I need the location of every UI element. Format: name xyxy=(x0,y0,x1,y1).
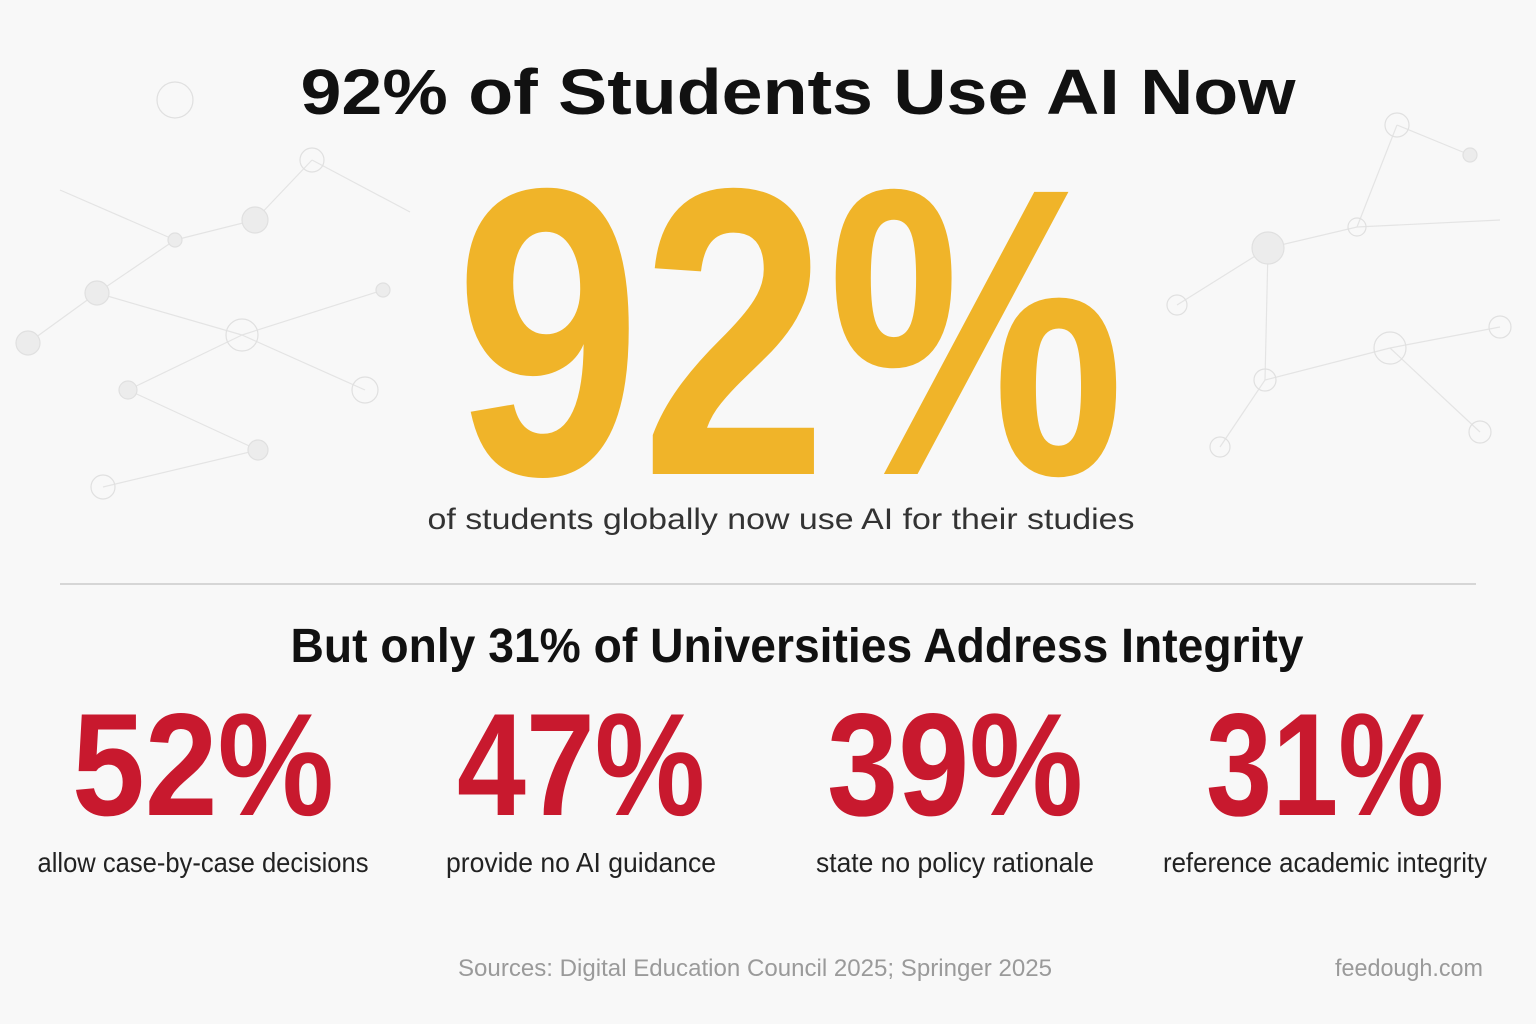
deco-node xyxy=(1209,436,1231,458)
deco-node xyxy=(1462,147,1478,163)
deco-node xyxy=(167,232,183,248)
deco-line xyxy=(1356,219,1501,228)
deco-line xyxy=(1264,247,1269,381)
deco-node xyxy=(1253,368,1277,392)
deco-node xyxy=(156,81,194,119)
deco-node xyxy=(1373,331,1407,365)
deco-line xyxy=(102,449,259,488)
deco-line xyxy=(1264,347,1391,381)
deco-node xyxy=(1488,315,1512,339)
stat-figure: 52% xyxy=(72,683,334,846)
stat-figure: 39% xyxy=(827,683,1083,846)
deco-line xyxy=(241,289,384,336)
deco-node xyxy=(1468,420,1492,444)
deco-line xyxy=(1219,379,1266,448)
deco-node xyxy=(225,318,259,352)
section-heading: But only 31% of Universities Address Int… xyxy=(291,620,1304,673)
deco-node xyxy=(375,282,391,298)
deco-node xyxy=(84,280,110,306)
deco-node xyxy=(299,147,325,173)
deco-node xyxy=(1166,294,1188,316)
deco-node xyxy=(241,206,269,234)
deco-node xyxy=(247,439,269,461)
deco-line xyxy=(1389,347,1481,433)
stat-label: provide no AI guidance xyxy=(446,847,716,878)
deco-line xyxy=(96,292,243,336)
deco-line xyxy=(127,334,243,391)
deco-line xyxy=(174,219,256,241)
stat-label: state no policy rationale xyxy=(816,847,1094,878)
stat-figure: 31% xyxy=(1206,683,1444,846)
deco-node xyxy=(90,474,116,500)
deco-node xyxy=(1384,112,1410,138)
deco-line xyxy=(1389,326,1501,349)
deco-node xyxy=(351,376,379,404)
deco-line xyxy=(96,239,176,294)
deco-line xyxy=(1396,124,1471,156)
deco-line xyxy=(1356,124,1398,228)
deco-node xyxy=(118,380,138,400)
deco-line xyxy=(1176,247,1269,306)
hero-figure: 92% xyxy=(455,103,1125,561)
network-decoration xyxy=(15,81,1512,500)
deco-line xyxy=(241,334,366,391)
deco-line xyxy=(254,159,313,221)
deco-line xyxy=(59,189,176,241)
hero-caption: of students globally now use AI for thei… xyxy=(428,503,1135,536)
title: 92% of Students Use AI Now xyxy=(301,56,1296,128)
deco-line xyxy=(311,159,411,213)
stat-label: allow case-by-case decisions xyxy=(38,847,369,878)
stats: 52%allow case-by-case decisions 47%provid… xyxy=(38,683,1488,878)
deco-node xyxy=(1251,231,1285,265)
sources: Sources: Digital Education Council 2025;… xyxy=(458,955,1052,982)
deco-node xyxy=(15,330,41,356)
deco-line xyxy=(127,389,259,451)
stat-label: reference academic integrity xyxy=(1163,847,1487,878)
deco-node xyxy=(1347,217,1367,237)
site: feedough.com xyxy=(1335,955,1483,982)
deco-line xyxy=(27,292,98,344)
stat-figure: 47% xyxy=(457,683,705,846)
